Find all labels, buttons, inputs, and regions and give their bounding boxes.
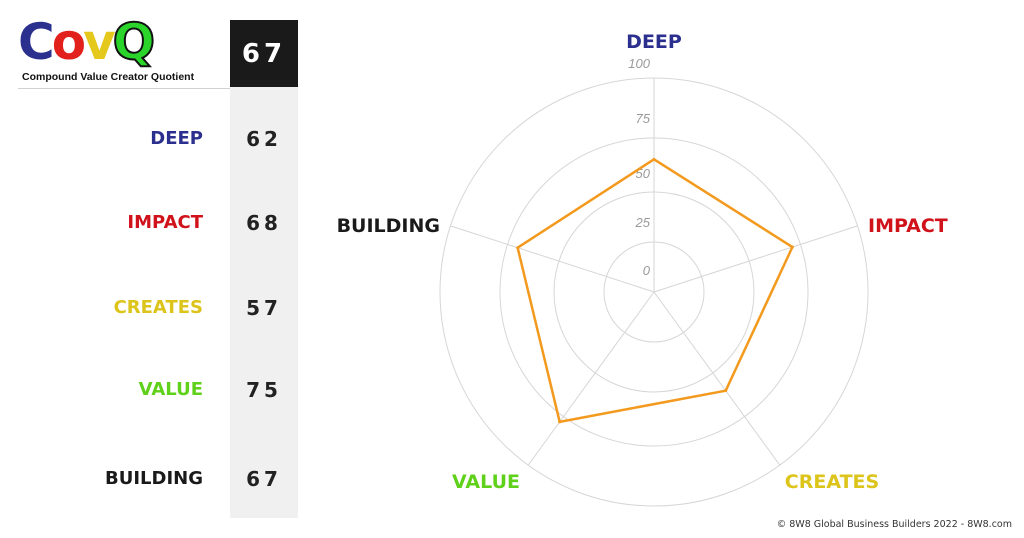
data-point bbox=[558, 420, 562, 424]
tick-label: 0 bbox=[643, 263, 651, 278]
logo-letter: Q bbox=[112, 13, 156, 71]
axis-spoke bbox=[450, 225, 655, 293]
axis-spoke bbox=[653, 225, 858, 293]
logo-letter: v bbox=[83, 13, 116, 71]
axis-label-building: BUILDING bbox=[337, 215, 440, 237]
score-label-impact: IMPACT bbox=[127, 212, 203, 233]
logo-wordmark: CovQ bbox=[18, 13, 156, 71]
axis-label-impact: IMPACT bbox=[868, 215, 948, 237]
total-score: 67 bbox=[230, 20, 298, 87]
axis-spoke bbox=[527, 291, 655, 466]
score-label-value: VALUE bbox=[138, 379, 203, 400]
tick-label: 25 bbox=[635, 215, 651, 230]
score-value-building: 67 bbox=[246, 467, 282, 491]
score-column bbox=[230, 87, 298, 518]
score-label-creates: CREATES bbox=[113, 297, 203, 318]
score-value-impact: 68 bbox=[246, 211, 282, 235]
score-value-deep: 62 bbox=[246, 127, 282, 151]
tick-label: 75 bbox=[636, 111, 651, 126]
copyright-footer: © 8W8 Global Business Builders 2022 - 8W… bbox=[776, 519, 1012, 530]
logo-divider bbox=[18, 88, 230, 89]
data-point bbox=[724, 389, 728, 393]
score-label-deep: DEEP bbox=[150, 128, 203, 149]
cvq-logo: CovQ Compound Value Creator Quotient bbox=[18, 13, 230, 90]
axis-label-value: VALUE bbox=[452, 471, 520, 493]
axis-label-creates: CREATES bbox=[785, 471, 879, 493]
logo-letter: C bbox=[18, 13, 55, 71]
data-point bbox=[516, 246, 520, 250]
data-point bbox=[652, 157, 656, 161]
logo-tagline: Compound Value Creator Quotient bbox=[22, 71, 195, 83]
score-value-value: 75 bbox=[246, 378, 282, 402]
score-value-creates: 57 bbox=[246, 296, 282, 320]
tick-label: 50 bbox=[636, 166, 651, 181]
axis-spoke bbox=[653, 291, 781, 466]
score-label-building: BUILDING bbox=[105, 468, 203, 489]
logo-letter: o bbox=[51, 13, 86, 71]
data-point bbox=[790, 245, 794, 249]
series-polygon bbox=[516, 158, 794, 424]
axis-label-deep: DEEP bbox=[626, 31, 682, 53]
tick-label: 100 bbox=[628, 56, 650, 71]
